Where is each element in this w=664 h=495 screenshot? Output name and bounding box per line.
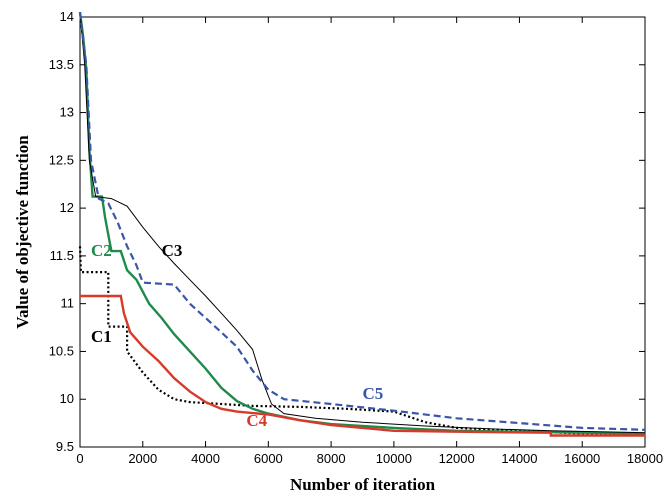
y-tick-label: 12.5 [49,152,74,167]
series-layer [78,12,646,437]
series-c4-line [80,294,645,437]
label-c1: C1 [91,327,112,346]
label-c3: C3 [162,241,183,260]
x-tick-label: 6000 [254,451,283,466]
x-tick-label: 12000 [439,451,475,466]
x-tick-label: 0 [76,451,83,466]
annotations: C1 C2 C3 C4 C5 [91,241,383,430]
axes: 0 2000 4000 6000 8000 10000 12000 14000 16000 180… [49,9,663,466]
y-axis-label: Value of objective function [13,135,32,329]
label-c4: C4 [246,411,267,430]
series-c2-line [78,12,646,435]
y-tick-label: 12 [60,200,74,215]
y-tick-label: 13.5 [49,57,74,72]
x-tick-label: 4000 [191,451,220,466]
x-axis-label: Number of iteration [290,475,436,494]
x-tick-label: 18000 [627,451,663,466]
y-tick-label: 14 [60,9,74,24]
y-tick-label: 11 [61,296,75,311]
x-tick-label: 8000 [317,451,346,466]
y-tick-label: 10.5 [49,343,74,358]
label-c5: C5 [363,384,384,403]
x-tick-label: 16000 [564,451,600,466]
plot-frame [79,16,646,448]
y-tick-label: 10 [60,391,74,406]
label-c2: C2 [91,241,112,260]
y-tick-label: 11.5 [50,248,74,263]
x-tick-label: 10000 [376,451,412,466]
x-tick-label: 14000 [501,451,537,466]
y-tick-label: 9.5 [56,439,74,454]
series-c5-line [78,12,646,431]
x-tick-label: 2000 [128,451,157,466]
series-c3-line [79,12,646,434]
y-tick-label: 13 [60,105,74,120]
